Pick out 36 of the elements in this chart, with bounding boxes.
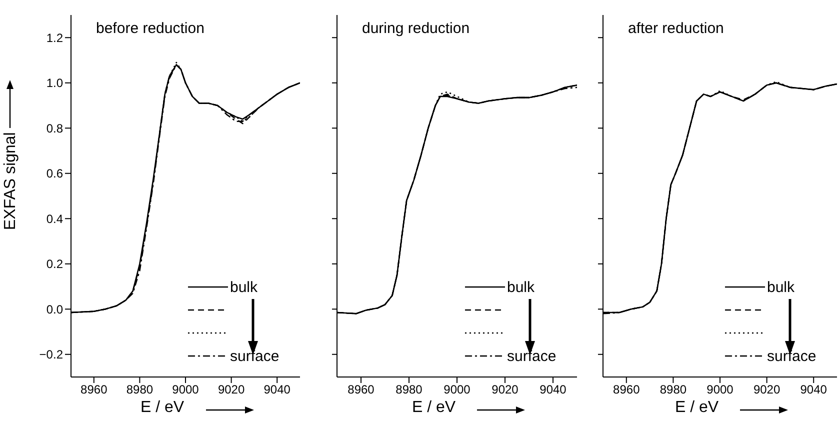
legend-label: surface	[230, 348, 280, 364]
x-tick-label: 8980	[126, 382, 154, 397]
x-tick-label: 9020	[753, 382, 780, 397]
y-tick-label: −0.2	[39, 348, 64, 362]
chart-title: after reduction	[628, 20, 724, 37]
x-tick-label: 8960	[613, 382, 640, 397]
legend-label: bulk	[230, 278, 258, 296]
legend-label: surface	[767, 348, 816, 364]
y-tick-label: 0.8	[46, 121, 64, 136]
chart-title: during reduction	[362, 20, 470, 37]
x-tick-label: 8960	[348, 382, 375, 397]
x-tick-label: 9040	[540, 382, 567, 397]
x-tick-label: 8980	[660, 382, 687, 397]
x-tick-label: 9020	[492, 382, 519, 397]
y-tick-label: 0.6	[46, 166, 64, 181]
x-tick-label: 9000	[706, 382, 734, 397]
y-tick-label: 1.2	[46, 30, 64, 45]
x-tick-label: 9000	[172, 382, 200, 397]
x-tick-label: 9000	[444, 382, 471, 397]
y-tick-label: 0.4	[46, 212, 64, 226]
y-tick-label: 0.0	[46, 302, 64, 316]
x-tick-label: 9020	[218, 382, 245, 397]
x-tick-label: 8980	[396, 382, 423, 397]
legend-label: bulk	[507, 278, 535, 296]
x-tick-label: 8960	[80, 382, 108, 397]
x-tick-label: 9040	[800, 382, 828, 397]
x-axis-title: E / eV	[140, 399, 184, 417]
x-axis-title: E / eV	[675, 399, 719, 417]
y-tick-label: 0.2	[46, 257, 64, 272]
y-tick-label: 1.0	[46, 76, 64, 90]
legend-label: bulk	[767, 278, 795, 296]
y-axis-title: EXFAS signal	[2, 132, 20, 230]
x-axis-title: E / eV	[412, 399, 456, 417]
legend-label: surface	[507, 348, 556, 364]
x-tick-label: 9040	[264, 382, 291, 397]
chart-title: before reduction	[96, 20, 204, 37]
